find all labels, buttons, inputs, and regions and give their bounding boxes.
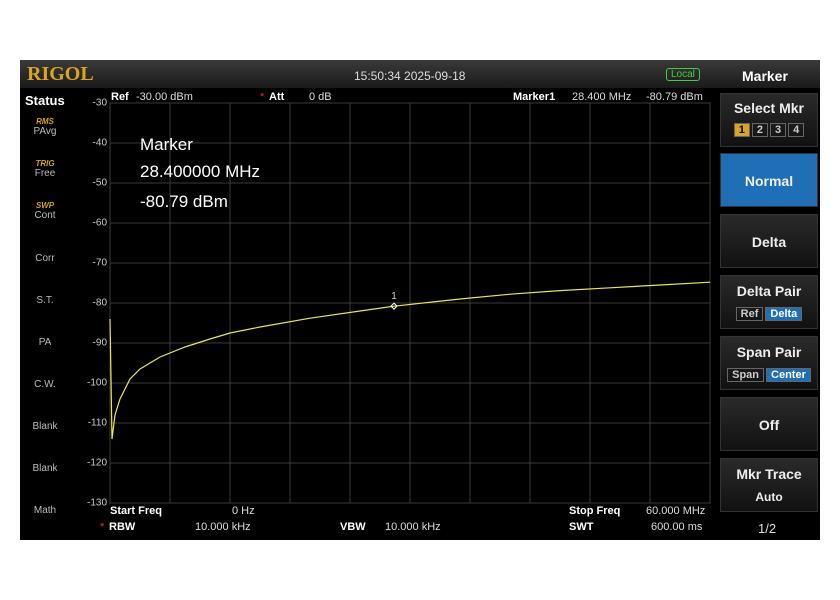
status-label: PAvg <box>33 126 57 137</box>
status-icon-glyph <box>28 285 62 295</box>
status-icon: TRIG <box>35 159 55 168</box>
status-item: SWP Cont <box>28 201 62 221</box>
delta-pair-label: Delta Pair <box>736 283 802 299</box>
select-mkr-button[interactable]: Select Mkr 1 2 3 4 <box>720 93 818 147</box>
status-label: Blank <box>32 421 58 432</box>
status-icon-glyph <box>28 327 62 337</box>
status-label: Free <box>34 168 56 179</box>
logo: RIGOL <box>27 63 94 85</box>
analyzer-screen: RIGOL 15:50:34 2025-09-18 Local Marker S… <box>20 60 820 540</box>
rbw-label: RBW <box>109 521 136 533</box>
delta-pair-button[interactable]: Delta Pair Ref Delta <box>720 275 818 329</box>
marker-option: 2 <box>751 123 768 137</box>
att-flag: * <box>260 91 265 103</box>
y-tick-label: -130 <box>87 498 107 509</box>
status-item: RMS PAvg <box>28 117 62 137</box>
ref-value: -30.00 dBm <box>136 91 193 103</box>
marker-freq: 28.400 MHz <box>572 91 632 103</box>
status-label: S.T. <box>36 295 54 306</box>
status-title: Status <box>25 93 65 108</box>
vbw-value: 10.000 kHz <box>385 521 441 533</box>
delta-button[interactable]: Delta <box>720 214 818 268</box>
marker-label: Marker1 <box>513 91 556 103</box>
status-label: C.W. <box>34 379 56 390</box>
y-tick-label: -110 <box>88 418 108 429</box>
header-bar <box>20 60 820 88</box>
readout-level: -80.79 dBm <box>140 192 228 211</box>
option-selected: Delta <box>765 307 803 321</box>
swt-label: SWT <box>569 521 594 533</box>
y-tick-label: -90 <box>93 338 108 349</box>
status-item: Blank <box>28 411 62 432</box>
y-tick-label: -100 <box>87 378 107 389</box>
status-label: Blank <box>32 463 58 474</box>
status-item: S.T. <box>28 285 62 306</box>
y-tick-label: -30 <box>93 98 108 109</box>
y-tick-label: -120 <box>87 458 107 469</box>
mkr-trace-label: Mkr Trace <box>736 466 802 482</box>
start-label: Start Freq <box>110 505 162 517</box>
y-tick-label: -70 <box>93 258 108 269</box>
off-button[interactable]: Off <box>720 397 818 451</box>
vbw-label: VBW <box>340 521 366 533</box>
rbw-value: 10.000 kHz <box>195 521 251 533</box>
status-icon: SWP <box>35 201 55 210</box>
status-label: PA <box>38 337 52 348</box>
stop-label: Stop Freq <box>569 505 621 517</box>
y-tick-label: -50 <box>93 178 108 189</box>
datetime: 15:50:34 2025-09-18 <box>354 69 466 83</box>
status-item: Math <box>28 495 62 516</box>
readout-title: Marker <box>140 135 193 154</box>
marker-label: 1 <box>391 291 397 302</box>
status-item: PA <box>28 327 62 348</box>
marker-point <box>390 302 398 310</box>
option: Ref <box>735 307 764 321</box>
menu-title: Marker <box>742 68 788 84</box>
att-value: 0 dB <box>309 91 332 103</box>
status-icon-glyph <box>28 411 62 421</box>
span-pair-button[interactable]: Span Pair Span Center <box>720 336 818 390</box>
normal-button[interactable]: Normal <box>720 153 818 207</box>
marker-option: 1 <box>733 123 750 137</box>
status-item: Corr <box>28 243 62 264</box>
page-indicator: 1/2 <box>758 521 777 536</box>
y-tick-label: -60 <box>93 218 108 229</box>
marker-level: -80.79 dBm <box>646 91 703 103</box>
status-item: TRIG Free <box>28 159 62 179</box>
readout-freq: 28.400000 MHz <box>140 162 261 181</box>
status-icon: RMS <box>36 117 54 126</box>
y-tick-label: -40 <box>93 138 108 149</box>
status-item: Blank <box>28 453 62 474</box>
mkr-trace-button[interactable]: Mkr Trace Auto <box>720 458 818 512</box>
status-icon-glyph <box>28 495 62 505</box>
ref-label: Ref <box>111 91 129 103</box>
mode: Local <box>666 68 700 81</box>
start-value: 0 Hz <box>232 505 255 517</box>
option-selected: Center <box>766 368 811 382</box>
stop-value: 60.000 MHz <box>646 505 706 517</box>
status-label: Corr <box>35 253 55 264</box>
trace <box>109 281 711 440</box>
att-label: Att <box>269 91 285 103</box>
swt-value: 600.00 ms <box>651 521 703 533</box>
plot: -30 -40 -50 -60 -70 -80 -90 -100 -110 -120 -130 1 <box>87 98 711 509</box>
span-pair-label: Span Pair <box>736 344 802 360</box>
status-item: C.W. <box>28 369 62 390</box>
marker-option: 3 <box>770 123 787 137</box>
y-tick-label: -80 <box>93 298 108 309</box>
status-icon-glyph <box>28 369 62 379</box>
status-label: Math <box>33 505 57 516</box>
status-icon-glyph <box>28 243 62 253</box>
mkr-trace-value: Auto <box>755 490 783 504</box>
select-mkr-label: Select Mkr <box>733 100 805 116</box>
marker-option: 4 <box>788 123 805 137</box>
status-icon-glyph <box>28 453 62 463</box>
rbw-flag: * <box>100 521 105 533</box>
status-label: Cont <box>34 210 56 221</box>
option: Span <box>727 368 765 382</box>
